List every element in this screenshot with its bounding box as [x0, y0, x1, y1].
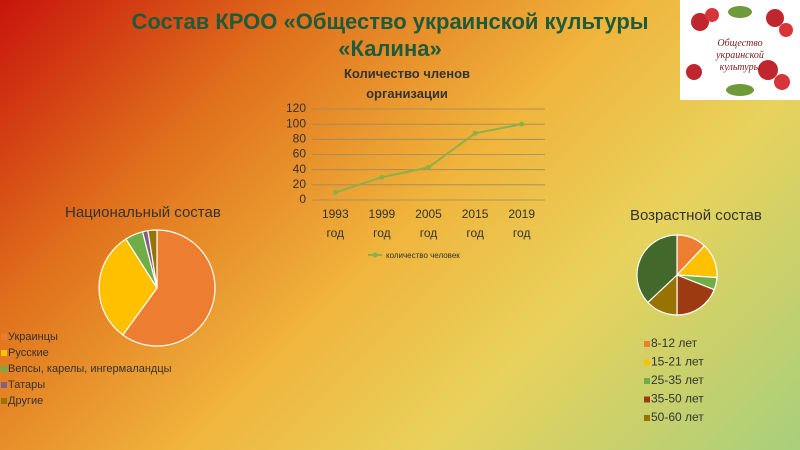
pie-slice [676, 274, 715, 316]
x-tick-label: 1993 год [321, 207, 349, 240]
legend-swatch [644, 396, 650, 403]
legend-label: Украинцы [8, 331, 58, 343]
legend-label: 50-60 лет [651, 410, 704, 424]
y-tick-label: 100 [286, 116, 306, 130]
data-point [519, 121, 525, 127]
data-line [334, 123, 522, 194]
chart-title: Национальный состав [65, 204, 221, 221]
logo: Общество украинской культуры [680, 0, 800, 100]
chart-title: Количество членов организации [343, 66, 471, 101]
y-tick-label: 60 [293, 147, 307, 161]
y-tick-label: 120 [286, 101, 306, 115]
legend-swatch [1, 334, 7, 340]
legend-marker-dot [372, 252, 378, 258]
legend-swatch [1, 350, 7, 356]
legend-label: Русские [8, 347, 49, 359]
logo-art [686, 6, 793, 96]
legend-swatch [1, 382, 7, 388]
y-tick-label: 20 [293, 177, 307, 191]
pie-slice [98, 238, 158, 336]
y-tick-label: 40 [293, 162, 307, 176]
legend-swatch [644, 415, 650, 421]
legend-label: Татары [8, 379, 45, 391]
pie-slice [122, 229, 216, 347]
data-point [332, 189, 338, 195]
legend-label: 8-12 лет [651, 336, 698, 350]
legend-swatch [644, 341, 650, 347]
pie-slice [147, 229, 158, 289]
x-tick-label: 1999 год [368, 207, 396, 240]
y-tick-label: 80 [293, 132, 307, 146]
legend-swatch [644, 359, 650, 366]
x-tick-label: 2005 год [415, 207, 442, 240]
chart-title: Возрастной состав [630, 207, 762, 224]
legend-label: количество человек [386, 251, 460, 260]
legend-label: 35-50 лет [651, 392, 704, 406]
x-tick-label: 2015 год [461, 207, 489, 240]
y-tick-label: 0 [299, 192, 306, 206]
legend-label: Вепсы, карелы, ингермаландцы [8, 363, 172, 375]
legend-swatch [1, 398, 7, 404]
slide-title: Состав КРОО «Общество украинской культур… [131, 9, 649, 61]
legend-label: Другие [8, 395, 43, 407]
legend-label: 15-21 лет [651, 355, 704, 369]
data-point [426, 164, 431, 170]
legend-swatch [644, 378, 650, 384]
x-tick-label: 2019 год [508, 207, 536, 240]
pie-slice [636, 234, 678, 304]
data-point [472, 130, 478, 136]
legend-swatch [1, 366, 7, 372]
data-point [379, 174, 385, 180]
legend-label: 25-35 лет [651, 373, 704, 387]
logo-text: Общество украинской культуры [716, 38, 764, 73]
